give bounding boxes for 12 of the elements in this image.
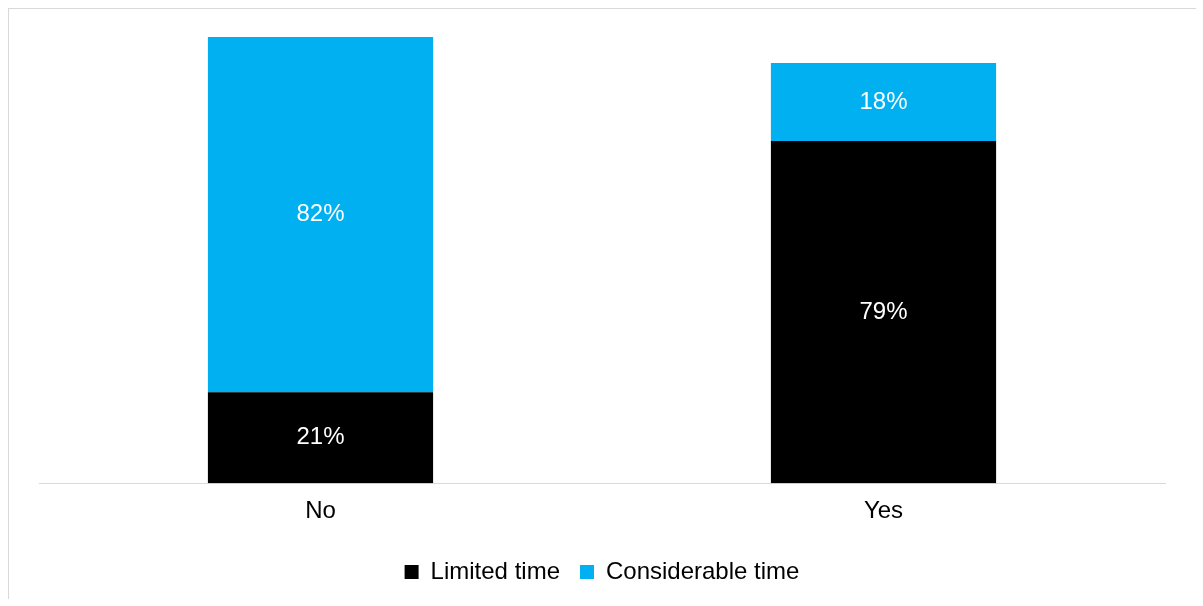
legend-label: Considerable time [605,556,800,584]
data-label: 79% [859,296,908,324]
bar [770,62,997,141]
bar [770,140,997,484]
data-label: 82% [296,199,345,227]
x-tick-label: No [305,496,336,524]
legend-label: Limited time [430,556,560,584]
bar [207,37,434,393]
data-label: 21% [296,422,345,450]
data-label: 18% [859,86,908,114]
x-tick-label: Yes [863,496,904,524]
bar [207,392,434,484]
